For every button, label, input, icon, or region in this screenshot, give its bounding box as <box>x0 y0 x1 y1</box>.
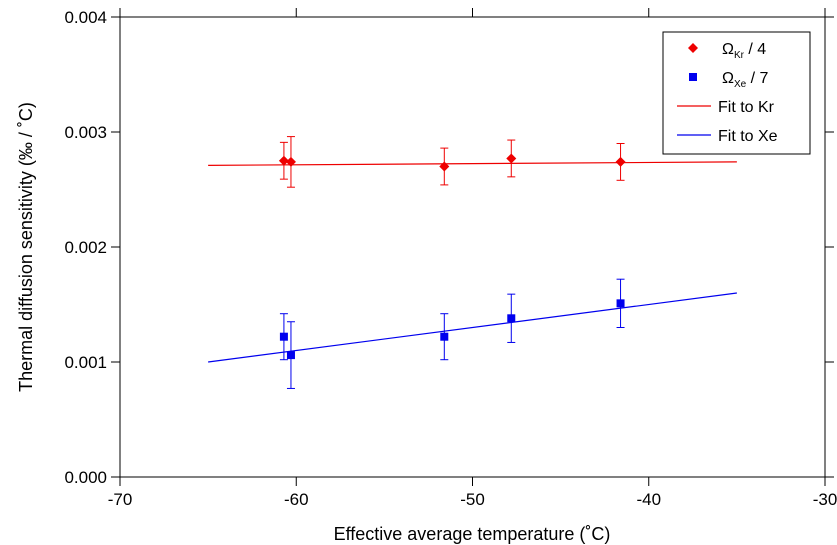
data-point-square <box>279 332 288 341</box>
y-axis-title: Thermal diffusion sensitivity (‰ / ˚C) <box>16 102 36 392</box>
legend-label: ΩKr / 4 <box>722 41 766 61</box>
legend-items: ΩKr / 4 ΩXe / 7 Fit to Kr Fit to Xe <box>677 41 778 145</box>
y-tick-label: 0.001 <box>64 353 107 372</box>
x-tick-label: -50 <box>460 490 485 509</box>
x-tick-label: -60 <box>284 490 309 509</box>
data-point-square <box>286 351 295 360</box>
data-point-square <box>616 299 625 308</box>
legend-marker-square <box>689 73 697 81</box>
y-tick-label: 0.003 <box>64 123 107 142</box>
data-point-diamond <box>285 156 296 167</box>
legend-marker-diamond <box>688 43 698 53</box>
x-tick-label: -40 <box>636 490 661 509</box>
y-tick-label: 0.002 <box>64 238 107 257</box>
data-point-diamond <box>439 161 450 172</box>
data-point-square <box>507 314 516 323</box>
legend-label: Fit to Kr <box>718 99 775 116</box>
y-tick-label: 0.000 <box>64 468 107 487</box>
axis-tick-labels: -70 -60 -50 -40 -30 0.000 0.001 0.002 0.003 0.004 <box>64 8 837 509</box>
x-tick-label: -30 <box>813 490 837 509</box>
error-bars <box>279 136 625 389</box>
x-axis-title: Effective average temperature (˚C) <box>334 524 611 544</box>
data-point-diamond <box>506 153 517 164</box>
legend: ΩKr / 4 ΩXe / 7 Fit to Kr Fit to Xe <box>662 31 811 155</box>
data-markers <box>278 153 626 360</box>
fit-lines <box>208 161 737 363</box>
axis-ticks <box>111 8 834 486</box>
fit-line <box>208 292 737 363</box>
fit-line <box>208 161 737 166</box>
data-point-square <box>440 332 449 341</box>
legend-box <box>662 31 811 155</box>
y-tick-label: 0.004 <box>64 8 107 27</box>
legend-label: Fit to Xe <box>718 128 778 145</box>
legend-label: ΩXe / 7 <box>722 70 769 90</box>
x-tick-label: -70 <box>108 490 133 509</box>
data-point-diamond <box>278 155 289 166</box>
data-point-diamond <box>615 156 626 167</box>
